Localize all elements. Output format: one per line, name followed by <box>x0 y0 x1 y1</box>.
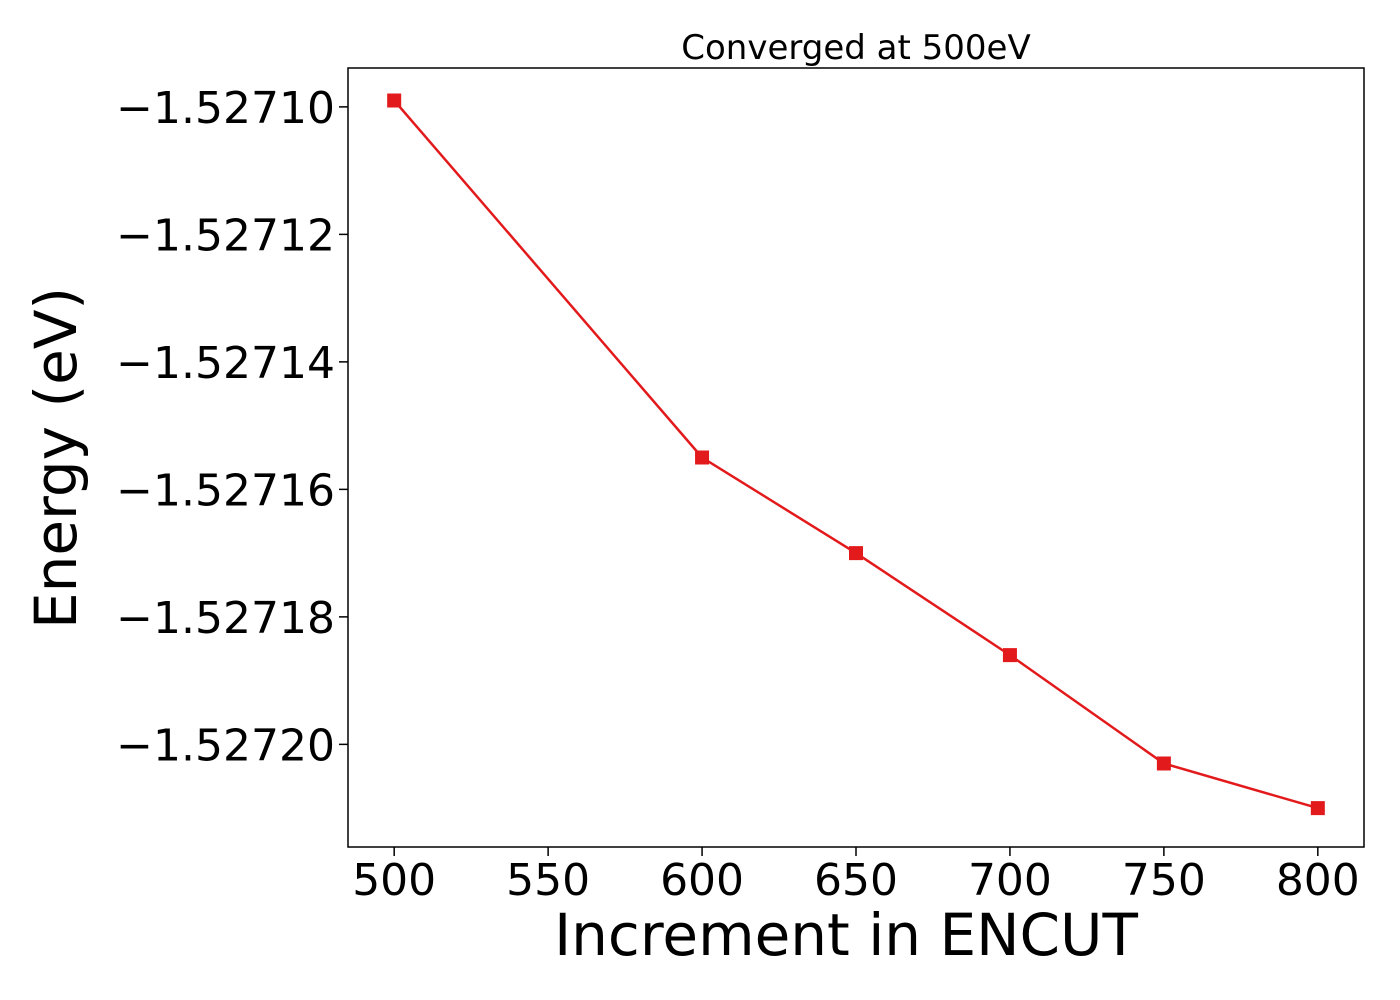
x-tick-label: 700 <box>968 855 1052 906</box>
x-tick-label: 500 <box>352 855 436 906</box>
x-axis-title: Increment in ENCUT <box>554 901 1138 969</box>
data-point-marker <box>1310 801 1325 816</box>
x-tick-label: 550 <box>506 855 590 906</box>
y-tick-label: −1.52712 <box>116 210 335 261</box>
y-tick-label: −1.52718 <box>116 593 335 644</box>
y-tick-label: −1.52720 <box>116 720 335 771</box>
x-tick-label: 800 <box>1276 855 1360 906</box>
data-point-marker <box>1156 756 1171 771</box>
data-point-marker <box>387 93 402 108</box>
x-tick-label: 650 <box>814 855 898 906</box>
x-tick-label: 750 <box>1122 855 1206 906</box>
plot-area <box>347 67 1365 848</box>
x-axis-ticks: 500 550 600 650 700 750 800 <box>352 847 1360 906</box>
series-layer <box>387 93 1325 816</box>
y-axis-title: Energy (eV) <box>22 287 90 629</box>
data-point-marker <box>695 450 710 465</box>
chart-title: Converged at 500eV <box>681 28 1030 68</box>
data-point-marker <box>849 546 863 561</box>
data-point-marker <box>1002 648 1017 663</box>
y-tick-label: −1.52710 <box>116 83 335 134</box>
y-axis-ticks: −1.52710 −1.52712 −1.52714 −1.52716 −1.52718… <box>116 83 348 771</box>
series-line <box>393 99 1319 810</box>
y-tick-label: −1.52716 <box>116 465 335 516</box>
x-tick-label: 600 <box>660 855 744 906</box>
y-tick-label: −1.52714 <box>116 338 335 389</box>
